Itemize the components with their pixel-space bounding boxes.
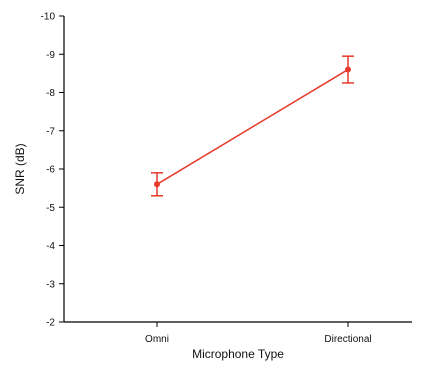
y-axis-title: SNR (dB) bbox=[13, 143, 27, 194]
y-tick-label: -8 bbox=[46, 88, 55, 99]
x-tick-label: Directional bbox=[324, 334, 371, 345]
y-tick-label: -4 bbox=[46, 241, 55, 252]
x-tick-label: Omni bbox=[145, 334, 169, 345]
y-tick-label: -6 bbox=[46, 165, 55, 176]
y-tick-label: -5 bbox=[46, 203, 55, 214]
data-point bbox=[154, 181, 160, 188]
series-line bbox=[156, 68, 349, 185]
x-axis-title: Microphone Type bbox=[192, 347, 284, 361]
y-tick-label: -10 bbox=[41, 12, 56, 23]
y-tick-label: -9 bbox=[46, 50, 55, 61]
series-group bbox=[151, 55, 354, 197]
data-point bbox=[345, 66, 351, 73]
y-tick-label: -2 bbox=[46, 318, 55, 329]
y-tick-label: -3 bbox=[46, 279, 55, 290]
tick-group: -10 -9 -8 -7 -6 -5 -4 -3 -2 Omni Directional bbox=[41, 12, 372, 346]
y-tick-label: -7 bbox=[46, 126, 55, 137]
